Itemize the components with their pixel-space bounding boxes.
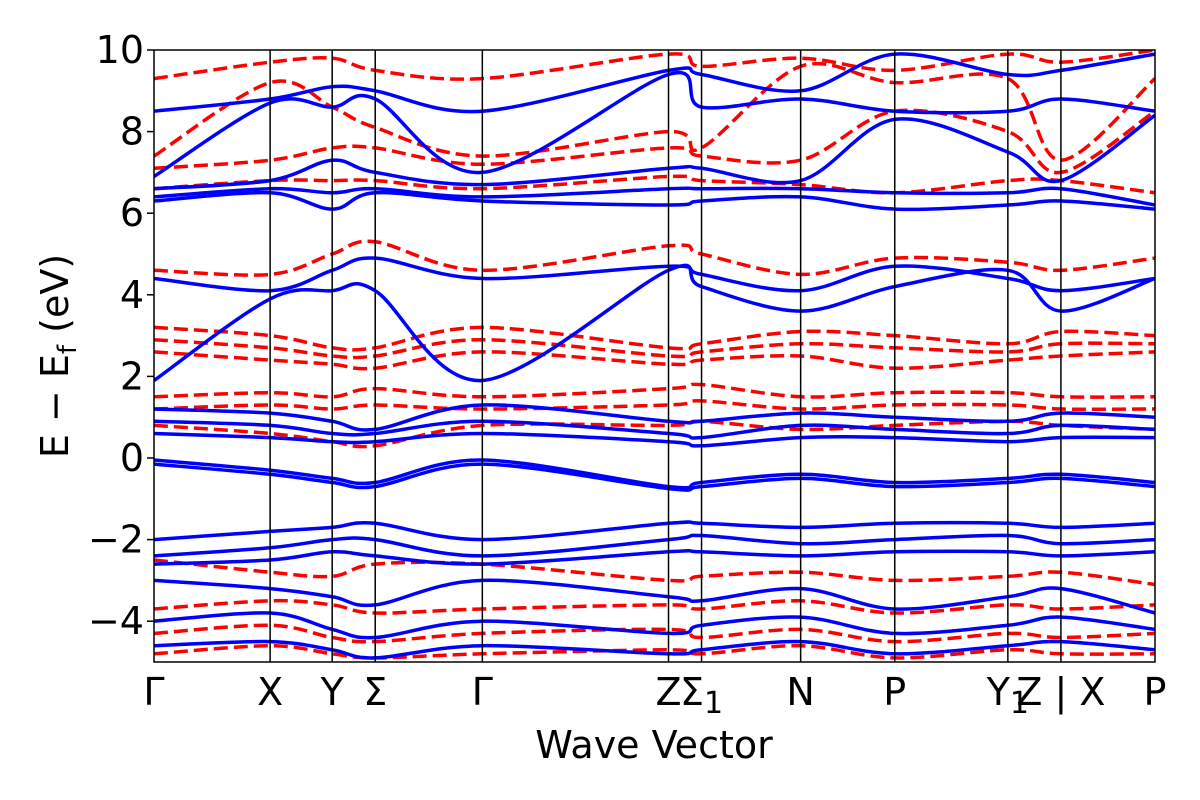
y-tick-label-1: −2 [88, 518, 144, 562]
y-axis-label-unit: (eV) [33, 254, 77, 333]
solid-band-9 [154, 431, 1155, 448]
x-tick-label-10: Z | X [1016, 670, 1105, 715]
dashed-band-5 [154, 325, 1155, 352]
dashed-band-8 [154, 382, 1155, 399]
y-axis-label-sub: f [53, 344, 83, 354]
y-tick-label-0: −4 [88, 599, 144, 643]
y-tick-label-7: 10 [96, 28, 144, 72]
x-tick-label-1: X [257, 670, 283, 714]
y-tick-label-5: 6 [120, 191, 144, 235]
x-tick-label-5: Z [655, 670, 681, 714]
x-tick-label-7: N [786, 670, 814, 714]
x-tick-label-4: Γ [472, 670, 493, 714]
dashed-bands-group [154, 50, 1155, 660]
y-axis-label-main: E − E [33, 354, 77, 458]
x-tick-label-11: P [1144, 670, 1167, 714]
y-axis-label: E − Ef (eV) [33, 254, 83, 458]
x-tick-label-8: P [883, 670, 906, 714]
x-tick-label-6: Σ1 [680, 670, 723, 721]
dashed-band-11 [154, 558, 1155, 587]
solid-band-0 [154, 52, 1155, 114]
x-tick-label-0: Γ [143, 670, 164, 714]
solid-band-4 [154, 190, 1155, 212]
x-axis-label: Wave Vector [535, 723, 773, 767]
solid-band-15 [154, 578, 1155, 615]
y-tick-label-2: 0 [120, 436, 144, 480]
dashed-band-2 [154, 108, 1155, 175]
y-tick-label-6: 8 [120, 110, 144, 154]
dashed-band-12 [154, 598, 1155, 615]
x-tick-label-3: Σ [363, 670, 387, 714]
solid-band-1 [154, 70, 1155, 178]
x-tick-label-2: Y [320, 670, 345, 714]
y-tick-label-3: 2 [120, 354, 144, 398]
dashed-band-9 [154, 399, 1155, 412]
solid-band-14 [154, 549, 1155, 566]
solid-band-6 [154, 263, 1155, 383]
y-axis-ticks: −4 −2 0 2 4 6 8 10 [88, 28, 154, 643]
high-symmetry-lines [269, 50, 1062, 662]
y-tick-label-4: 4 [120, 273, 144, 317]
solid-band-16 [154, 611, 1155, 640]
plot-frame [153, 49, 1156, 663]
